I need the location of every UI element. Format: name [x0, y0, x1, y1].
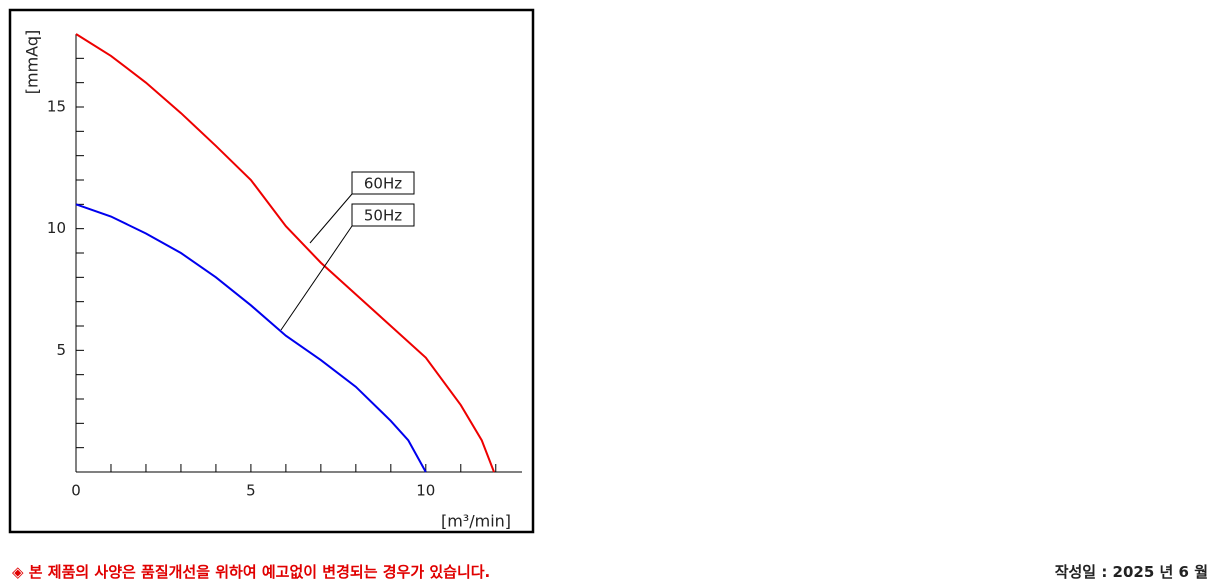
footer-date: 작성일 : 2025 년 6 월	[1054, 563, 1208, 581]
chart: [mmAq] [m³/min] 0 5 10 5 10 15 60Hz 50Hz	[8, 8, 535, 534]
y-tick-label: 15	[47, 98, 66, 116]
series-line	[75, 33, 495, 473]
chart-frame	[8, 8, 535, 534]
callout-leader	[309, 193, 353, 244]
y-axis-label: [mmAq]	[23, 30, 42, 94]
footer-notice: ◈ 본 제품의 사양은 품질개선을 위하여 예고없이 변경되는 경우가 있습니다…	[12, 563, 491, 581]
series-line	[75, 203, 427, 473]
callout-box	[351, 203, 415, 227]
callout-leader	[280, 225, 353, 331]
x-tick-label: 0	[71, 482, 81, 500]
y-tick-label: 10	[47, 219, 66, 237]
x-axis-label: [m³/min]	[441, 512, 511, 531]
series-label: 50Hz	[364, 207, 402, 225]
x-tick-label: 5	[246, 482, 256, 500]
x-tick-label: 10	[416, 482, 435, 500]
y-tick-label: 5	[56, 341, 66, 359]
callout-box	[351, 171, 415, 195]
series-label: 60Hz	[364, 175, 402, 193]
